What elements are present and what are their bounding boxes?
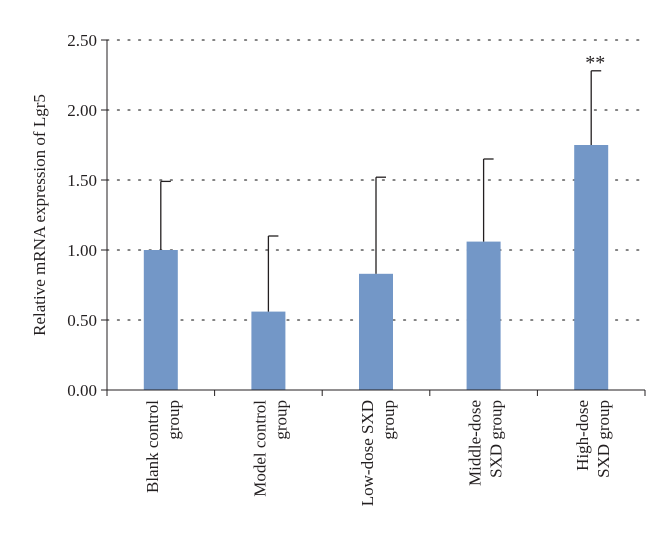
bar (143, 250, 178, 390)
x-category-label-line: Blank control (143, 400, 162, 493)
x-category-label: High-dose SXD group (573, 400, 613, 478)
x-category-label: Low-dose SXD group (358, 400, 398, 506)
error-bars (160, 70, 602, 312)
x-category-label-line: SXD group (487, 400, 506, 478)
x-category-label-line: group (379, 400, 398, 440)
x-category-label: Blank control group (143, 400, 183, 493)
y-tick-label: 2.00 (67, 101, 97, 120)
y-tick-label: 1.00 (67, 241, 97, 260)
bar (574, 145, 609, 390)
significance-marker: ** (585, 52, 605, 74)
y-tick-labels: 0.00 0.50 1.00 1.50 2.00 2.50 (67, 31, 97, 400)
x-category-label-line: Middle-dose (466, 400, 485, 486)
x-category-label-line: High-dose (573, 400, 592, 471)
bars (143, 145, 609, 390)
x-category-label-line: group (164, 400, 183, 440)
x-category-label: Middle-dose SXD group (466, 400, 506, 486)
bar (359, 273, 393, 390)
x-category-label: Model control group (250, 400, 290, 497)
x-category-label-line: SXD group (594, 400, 613, 478)
annotations: ** (585, 52, 605, 74)
y-tick-label: 0.00 (67, 381, 97, 400)
x-category-label-line: Low-dose SXD (358, 400, 377, 506)
y-tick-label: 1.50 (67, 171, 97, 190)
y-tick-label: 0.50 (67, 311, 97, 330)
x-category-label-line: group (271, 400, 290, 440)
y-axis-title: Relative mRNA expression of Lgr5 (30, 94, 49, 336)
x-category-label-line: Model control (250, 400, 269, 497)
bar (251, 311, 286, 390)
axes (101, 39, 646, 396)
bar (466, 241, 501, 390)
x-category-labels: Blank control group Model control group Low-… (143, 400, 613, 507)
y-tick-label: 2.50 (67, 31, 97, 50)
